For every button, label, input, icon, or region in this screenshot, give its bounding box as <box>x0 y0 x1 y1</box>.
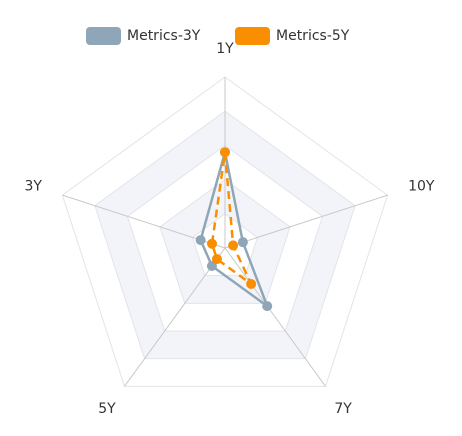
data-point <box>237 237 248 248</box>
axis-line <box>224 247 326 387</box>
data-point <box>262 301 273 312</box>
data-point <box>206 238 217 249</box>
grid-ring <box>94 110 356 360</box>
data-point <box>246 278 257 289</box>
legend-label: Metrics-5Y <box>276 28 350 44</box>
grid-ring <box>159 178 291 304</box>
axis-label: 3Y <box>24 179 42 195</box>
data-point <box>206 260 217 271</box>
data-point <box>195 235 206 246</box>
axis-line <box>124 247 226 387</box>
axis-line <box>224 194 388 249</box>
axis-label: 1Y <box>216 41 234 57</box>
axis-label: 5Y <box>98 401 116 417</box>
data-point <box>220 147 230 158</box>
axis-label: 10Y <box>408 179 435 195</box>
data-point <box>228 240 239 251</box>
data-point <box>211 254 222 265</box>
legend-swatch <box>86 27 121 45</box>
series-line <box>199 150 269 308</box>
legend-swatch <box>235 27 270 45</box>
grid-ring <box>126 144 324 332</box>
grid-ring <box>61 76 389 387</box>
axis-label: 7Y <box>334 401 352 417</box>
legend-label: Metrics-3Y <box>127 28 201 44</box>
series-line <box>210 150 253 286</box>
